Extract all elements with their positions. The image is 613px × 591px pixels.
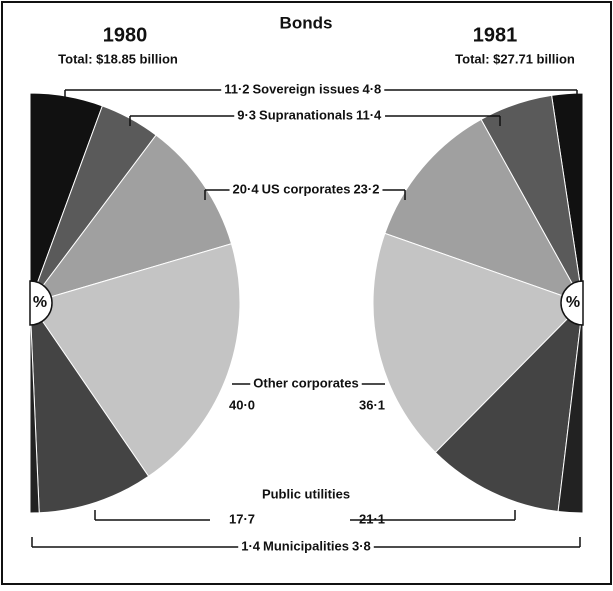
pie-slice	[28, 134, 233, 304]
series-name: 1981	[473, 24, 518, 46]
pie-slice	[29, 302, 40, 514]
pie-slice	[372, 232, 584, 454]
pie-slice	[384, 118, 585, 304]
pie-slice	[557, 302, 584, 514]
data-label: 17·7	[229, 511, 255, 526]
center-disc	[29, 280, 53, 326]
category-label: Sovereign issues	[253, 81, 360, 96]
data-label: 23·2	[353, 181, 379, 196]
data-label: 1·4	[241, 538, 261, 553]
data-label: 11·4	[356, 107, 382, 122]
center-label: %	[566, 294, 580, 311]
chart-title: Bonds	[280, 13, 333, 32]
center-disc	[560, 280, 584, 326]
series-name: 1980	[103, 24, 148, 46]
data-label: 9·3	[237, 107, 256, 122]
category-label: US corporates	[262, 181, 351, 196]
pie-slice	[29, 301, 150, 514]
data-label: 40·0	[229, 397, 255, 412]
pie-slice	[434, 301, 584, 513]
category-label: Supranationals	[259, 107, 353, 122]
pie-slice	[29, 243, 241, 478]
series-subtitle: Total: $18.85 billion	[58, 51, 178, 66]
data-label: 21·1	[359, 511, 385, 526]
data-label: 3·8	[352, 538, 371, 553]
data-label: 11·2	[224, 81, 249, 96]
data-label: 20·4	[233, 181, 260, 196]
series-subtitle: Total: $27.71 billion	[455, 51, 575, 66]
data-label: 4·8	[362, 81, 381, 96]
category-label: Other corporates	[253, 375, 358, 390]
data-label: 36·1	[359, 397, 385, 412]
category-label: Municipalities	[263, 538, 349, 553]
center-label: %	[33, 294, 47, 311]
category-label: Public utilities	[262, 486, 350, 501]
